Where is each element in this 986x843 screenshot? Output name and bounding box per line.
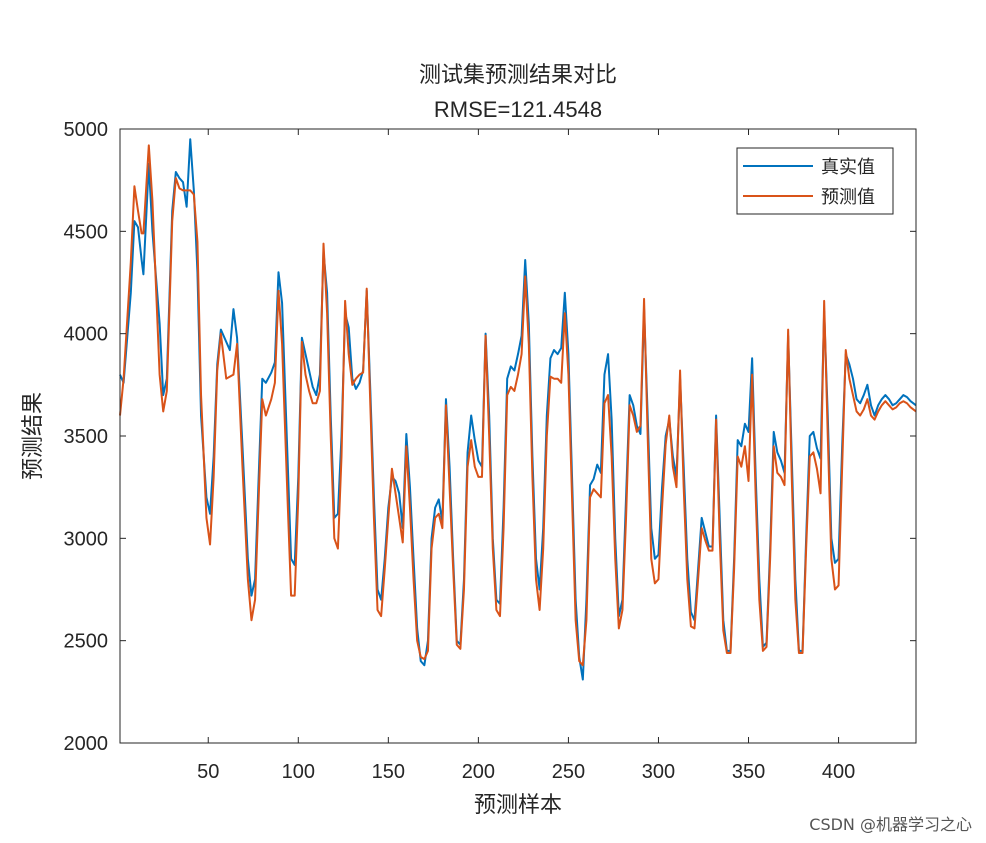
x-tick-label: 150: [372, 761, 405, 783]
y-axis-label: 预测结果: [21, 392, 46, 480]
y-tick-label: 2000: [64, 733, 109, 755]
plot-area: [120, 129, 916, 743]
legend-box: [736, 147, 894, 215]
x-tick-label: 50: [197, 761, 219, 783]
x-tick-label: 100: [282, 761, 315, 783]
chart-title: 测试集预测结果对比: [419, 63, 617, 88]
y-tick-label: 3500: [64, 426, 109, 448]
series-line-2: [119, 144, 917, 667]
x-tick-label: 350: [732, 761, 765, 783]
x-tick-label: 400: [822, 761, 855, 783]
watermark-credit: CSDN @机器学习之心: [809, 815, 972, 834]
series-group: [119, 138, 917, 681]
y-axis: 2000 2500 3000 3500 4000 4500 5000: [64, 119, 916, 755]
x-axis-label: 预测样本: [474, 793, 562, 818]
y-tick-label: 5000: [64, 119, 109, 141]
legend-label-1: 真实值: [821, 157, 875, 178]
y-tick-label: 4000: [64, 324, 109, 346]
x-tick-label: 250: [552, 761, 585, 783]
legend-label-2: 预测值: [821, 187, 875, 208]
x-tick-label: 300: [642, 761, 675, 783]
x-axis: 50 100 150 200 250 300 350 400: [197, 129, 855, 783]
x-tick-label: 200: [462, 761, 495, 783]
y-tick-label: 2500: [64, 631, 109, 653]
y-tick-label: 4500: [64, 221, 109, 243]
y-tick-label: 3000: [64, 528, 109, 550]
chart-subtitle: RMSE=121.4548: [434, 97, 602, 122]
